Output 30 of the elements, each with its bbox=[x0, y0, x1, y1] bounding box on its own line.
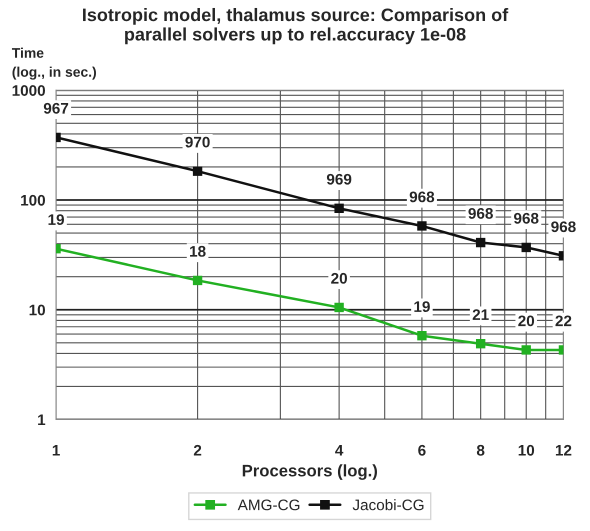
annotation: 968 bbox=[410, 191, 434, 202]
annotation: 20 bbox=[331, 272, 347, 284]
annotation: 20 bbox=[518, 315, 534, 326]
annotation: 970 bbox=[185, 136, 210, 148]
y-axis-title: Time (log., in sec.) bbox=[12, 48, 96, 80]
x-tick-label: 10 bbox=[518, 444, 534, 456]
x-tick-label: 4 bbox=[335, 445, 344, 456]
annotation: 19 bbox=[414, 301, 430, 312]
x-tick-label: 2 bbox=[194, 444, 202, 456]
annotation: 968 bbox=[468, 208, 493, 219]
annotation: 969 bbox=[326, 174, 352, 185]
y-tick-label: 1000 bbox=[12, 85, 46, 96]
legend-label: AMG-CG bbox=[238, 499, 300, 510]
x-axis-title: Processors (log.) bbox=[242, 464, 377, 480]
x-tick-label: 1 bbox=[52, 445, 60, 456]
x-tick-label: 6 bbox=[418, 444, 426, 456]
x-tick-label: 12 bbox=[556, 444, 572, 456]
y-tick-label: 10 bbox=[30, 304, 46, 316]
annotation: 967 bbox=[44, 102, 68, 114]
x-tick-label: 8 bbox=[476, 444, 484, 456]
annotation: 18 bbox=[190, 246, 206, 257]
legend-label: Jacobi-CG bbox=[352, 499, 424, 510]
annotation: 22 bbox=[555, 315, 572, 326]
annotation: 968 bbox=[514, 212, 538, 224]
y-tick-label: 1 bbox=[38, 414, 46, 426]
y-tick-label: 100 bbox=[21, 194, 46, 206]
annotation: 21 bbox=[472, 309, 489, 320]
annotation: 19 bbox=[48, 214, 64, 226]
chart-title: Isotropic model, thalamus source: Comparison of parallel solvers up to rel.accuracy 1e-08 bbox=[83, 8, 508, 44]
annotation: 968 bbox=[551, 221, 576, 232]
